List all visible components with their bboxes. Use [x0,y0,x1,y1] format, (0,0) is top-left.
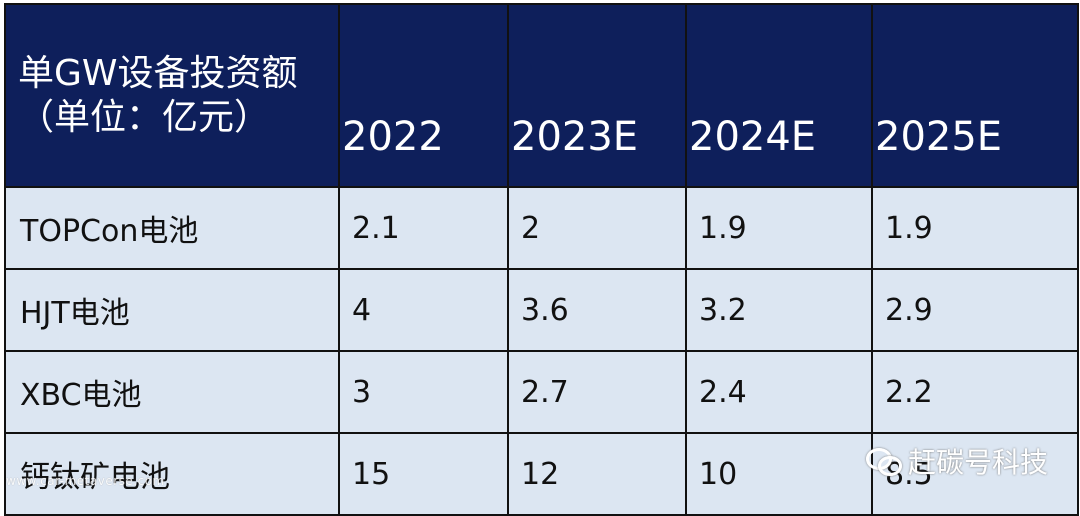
table-cell: 4 [338,268,509,352]
table-cell: 1.9 [871,186,1079,270]
table-cell: 3 [338,350,509,434]
table-cell: 10 [685,432,873,516]
year-header: 2024E [685,3,873,188]
row-label: TOPCon电池 [4,186,340,270]
row-label: 钙钛矿电池 [4,432,340,516]
year-header: 2025E [871,3,1079,188]
table-row: 钙钛矿电池 15 12 10 8.5 [4,432,1079,516]
row-label: HJT电池 [4,268,340,352]
header-row: 单GW设备投资额（单位：亿元） 2022 2023E 2024E 2025E [4,3,1079,188]
table-cell: 15 [338,432,509,516]
table-row: HJT电池 4 3.6 3.2 2.9 [4,268,1079,352]
table-cell: 2.4 [685,350,873,434]
row-label: XBC电池 [4,350,340,434]
table-row: TOPCon电池 2.1 2 1.9 1.9 [4,186,1079,270]
table-cell: 2.9 [871,268,1079,352]
investment-table: 单GW设备投资额（单位：亿元） 2022 2023E 2024E 2025E T… [4,3,1079,516]
wechat-icon [866,446,902,476]
table-cell: 2.7 [507,350,687,434]
table-cell: 12 [507,432,687,516]
table-cell: 2.2 [871,350,1079,434]
table-cell: 1.9 [685,186,873,270]
year-header: 2022 [338,3,509,188]
account-watermark: 赶碳号科技 [866,441,1048,481]
table-cell: 3.2 [685,268,873,352]
table-cell: 3.6 [507,268,687,352]
year-header: 2023E [507,3,687,188]
table-cell: 2.1 [338,186,509,270]
account-name: 赶碳号科技 [908,446,1049,479]
table-cell: 8.5 [871,432,1079,516]
corner-header: 单GW设备投资额（单位：亿元） [4,3,340,188]
table-cell: 2 [507,186,687,270]
table-row: XBC电池 3 2.7 2.4 2.2 [4,350,1079,434]
website-watermark: www.car-metaverse.com [6,474,165,488]
